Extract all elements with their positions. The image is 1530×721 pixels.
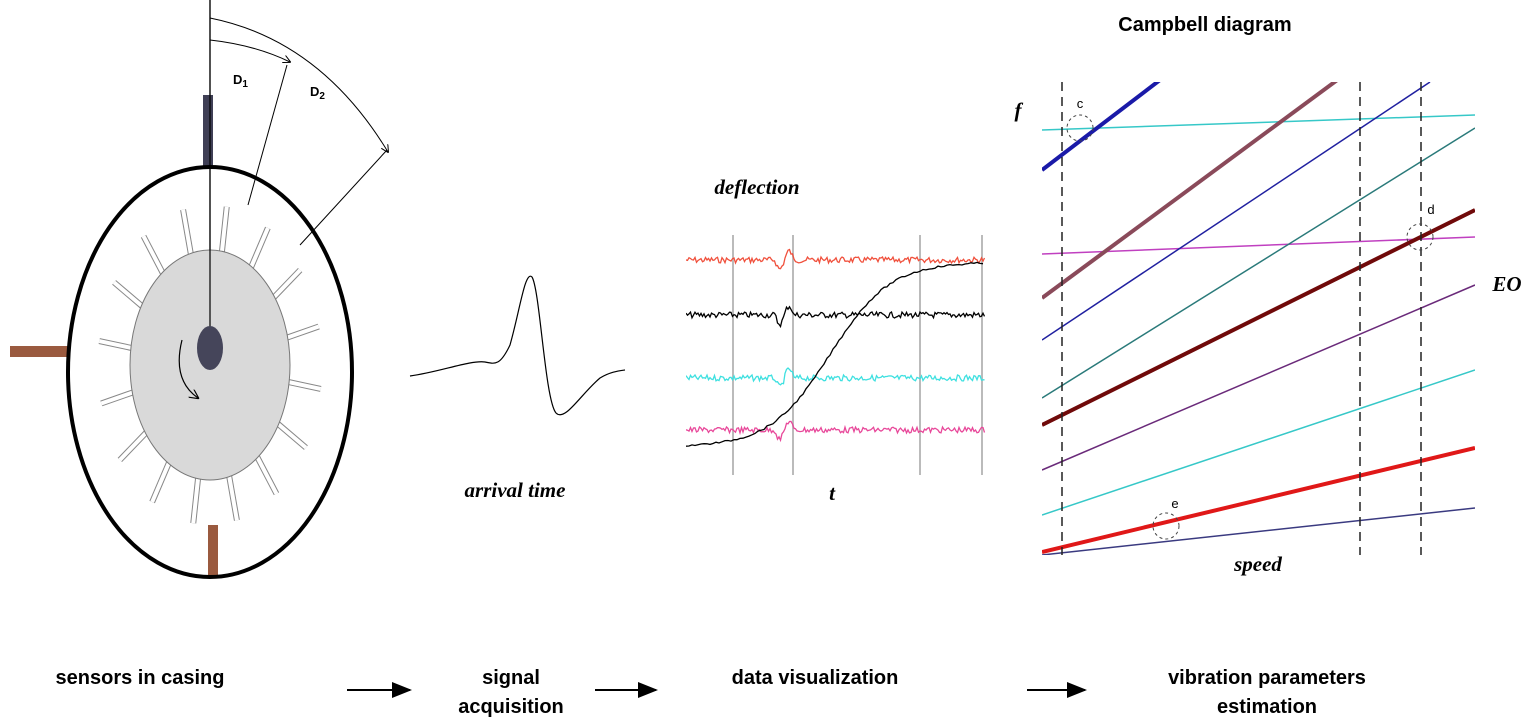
blade [222,207,227,254]
order-line [1042,78,1340,298]
angle-label-main: D [233,72,242,87]
order-line [1042,128,1475,398]
step-label: estimation [1217,696,1317,718]
step-label: sensors in casing [56,667,225,689]
angle-label: D1 [233,72,248,90]
y-axis-label: f [1015,98,1024,122]
y-axis-label: deflection [714,175,799,199]
blade [152,461,170,502]
step-label: vibration parameters [1168,667,1366,689]
rotor-diagram [10,0,388,577]
angle-label: D2 [310,84,325,102]
step-label: data visualization [732,667,899,689]
angle-label-sub: 1 [242,79,248,90]
signal-pulse [410,276,625,415]
blade [286,327,319,339]
angle-label-sub: 2 [319,91,325,102]
blade [120,431,147,459]
order-line [1042,80,1160,170]
x-axis-label: t [829,481,836,505]
deflection-plot [686,235,985,475]
trace [686,421,985,440]
step-label: signal [482,667,540,689]
order-line [1042,508,1475,555]
blade [193,476,198,523]
signal-label: arrival time [465,478,566,502]
step-label: acquisition [458,696,564,718]
blade [101,392,134,404]
trace [686,262,983,446]
angle-label-main: D [310,84,319,99]
blade [114,282,143,307]
campbell-title: Campbell diagram [1118,14,1291,36]
blade [256,455,276,494]
point-label: e [1171,496,1178,511]
trace [686,368,985,385]
order-line [1042,82,1430,340]
page: D1 D2 arrival time deflection t Campbell… [0,0,1530,721]
x-axis-label: speed [1233,552,1282,576]
order-line [1042,210,1475,425]
campbell-plot [1042,78,1475,555]
point-label: d [1427,202,1434,217]
order-line [1042,448,1475,552]
line-label: EO [1491,272,1521,296]
blade [277,423,306,448]
point-marker: e [1153,496,1179,539]
point-label: c [1077,96,1084,111]
blade [273,270,300,298]
trace [686,250,985,269]
blade [250,228,268,269]
blade [144,236,164,275]
trace [686,307,985,327]
